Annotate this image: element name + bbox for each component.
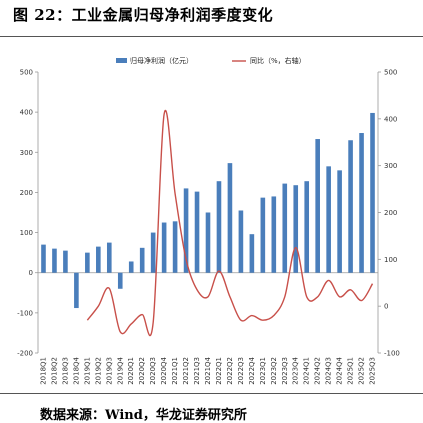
x-tick-label: 2021Q4 <box>204 356 212 384</box>
right-tick-label: 500 <box>384 69 397 77</box>
x-tick-label: 2021Q2 <box>182 357 190 385</box>
line-series <box>86 110 374 336</box>
bar <box>359 133 364 273</box>
chart: -200 -100 0 100 200 300 400 500 -100 0 100 200 300 40… <box>17 56 400 385</box>
left-tick-label: 200 <box>20 189 33 197</box>
bar <box>348 140 353 273</box>
x-tick-label: 2022Q3 <box>237 357 245 385</box>
x-tick-label: 2023Q2 <box>270 357 278 385</box>
x-tick-label: 2024Q4 <box>336 356 344 384</box>
x-tick-label: 2022Q1 <box>215 357 223 385</box>
x-tick-label: 2018Q1 <box>39 357 47 385</box>
bar <box>106 242 112 273</box>
bar <box>128 261 134 273</box>
bar <box>139 247 145 273</box>
left-tick-label: 100 <box>20 229 33 237</box>
x-tick-label: 2023Q4 <box>292 356 300 384</box>
bar <box>96 246 101 273</box>
left-tick-label: -100 <box>17 309 33 317</box>
x-tick-label: 2020Q2 <box>138 357 146 385</box>
right-tick-label: 0 <box>384 303 388 311</box>
x-tick-label: 2021Q1 <box>171 357 179 385</box>
bar <box>216 181 222 273</box>
left-tick-label: 500 <box>20 69 33 77</box>
legend-line-label: 同比（%，右轴） <box>250 56 306 65</box>
left-tick-label: 300 <box>20 149 33 157</box>
x-tick-label: 2019Q3 <box>105 357 113 385</box>
right-tick-label: -100 <box>384 350 400 358</box>
x-tick-label: 2024Q1 <box>303 357 311 385</box>
bar <box>238 210 244 273</box>
bar <box>326 166 331 273</box>
bar <box>260 197 266 273</box>
x-tick-label: 2020Q3 <box>149 357 157 385</box>
x-tick-label: 2020Q4 <box>160 356 168 384</box>
bar <box>271 196 277 273</box>
yoy-line <box>86 110 374 336</box>
x-tick-label: 2019Q2 <box>94 357 102 385</box>
bar <box>183 188 189 273</box>
x-tick-label: 2022Q2 <box>226 357 234 385</box>
bar <box>293 185 299 273</box>
right-tick-label: 200 <box>384 209 397 217</box>
right-tick-label: 400 <box>384 115 397 123</box>
left-tick-label: 0 <box>29 269 33 277</box>
bar <box>117 272 123 289</box>
bar <box>282 183 288 273</box>
bottom-rule <box>0 393 423 394</box>
bar <box>194 191 200 273</box>
bar <box>227 163 233 273</box>
x-tick-label: 2023Q1 <box>259 357 267 385</box>
x-tick-label: 2025Q3 <box>369 357 377 385</box>
bar <box>150 232 156 273</box>
top-rule <box>0 36 423 37</box>
x-tick-label: 2025Q2 <box>358 357 366 385</box>
x-tick-label: 2023Q3 <box>281 357 289 385</box>
right-tick-label: 300 <box>384 162 397 170</box>
chart-legend: 归母净利润（亿元） 同比（%，右轴） <box>116 56 306 65</box>
bar <box>249 234 255 273</box>
x-tick-label: 2021Q3 <box>193 357 201 385</box>
x-tick-label: 2025Q1 <box>347 357 355 385</box>
bar <box>85 252 90 273</box>
bar-series <box>41 112 375 309</box>
bar <box>205 212 211 273</box>
x-tick-label: 2022Q4 <box>248 356 256 384</box>
x-tick-label: 2018Q3 <box>61 357 69 385</box>
right-tick-label: 100 <box>384 256 397 264</box>
x-tick-label: 2020Q1 <box>127 357 135 385</box>
figure-title: 图 22：工业金属归母净利润季度变化 <box>13 6 274 24</box>
x-tick-label: 2018Q4 <box>72 356 80 384</box>
bar <box>41 244 46 273</box>
bar <box>74 272 79 309</box>
bar <box>172 221 178 273</box>
x-tick-label: 2024Q2 <box>314 357 322 385</box>
bar <box>161 222 167 273</box>
chart-axes: -200 -100 0 100 200 300 400 500 -100 0 100 200 300 40… <box>17 69 400 385</box>
x-tick-label: 2024Q3 <box>325 357 333 385</box>
left-tick-label: -200 <box>17 350 33 358</box>
bar <box>304 181 310 273</box>
bar <box>52 248 57 273</box>
bar <box>315 139 320 273</box>
legend-bar-swatch <box>116 58 127 63</box>
bar <box>370 112 375 273</box>
x-tick-label: 2019Q1 <box>83 357 91 385</box>
legend-bar-label: 归母净利润（亿元） <box>130 56 193 65</box>
figure-source: 数据来源：Wind，华龙证券研究所 <box>40 408 247 423</box>
x-tick-label: 2019Q4 <box>116 356 124 384</box>
bar <box>63 250 68 273</box>
left-tick-label: 400 <box>20 109 33 117</box>
bar <box>337 170 342 273</box>
x-tick-label: 2018Q2 <box>50 357 58 385</box>
